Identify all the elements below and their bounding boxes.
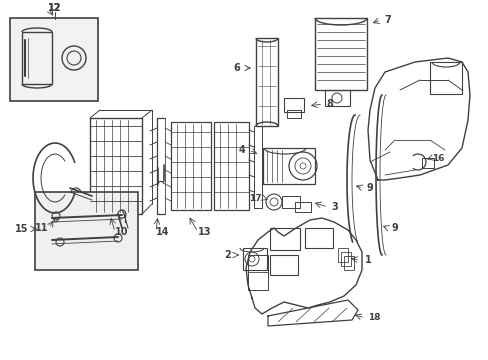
- Bar: [305, 228, 332, 248]
- Bar: [269, 228, 299, 250]
- Text: 17: 17: [248, 194, 261, 202]
- Bar: [340, 252, 350, 266]
- Text: 10: 10: [115, 227, 128, 237]
- Text: 4: 4: [238, 145, 245, 155]
- Bar: [286, 110, 301, 118]
- Bar: [343, 256, 353, 270]
- Text: 14: 14: [156, 227, 169, 237]
- Text: 16: 16: [431, 153, 443, 162]
- Bar: [214, 122, 248, 210]
- Text: 3: 3: [331, 202, 338, 212]
- Text: 11: 11: [35, 223, 49, 233]
- Text: 12: 12: [48, 3, 61, 13]
- Text: 9: 9: [391, 223, 398, 233]
- Bar: [421, 158, 433, 168]
- Bar: [90, 118, 142, 214]
- Bar: [294, 202, 310, 212]
- Text: 15: 15: [15, 224, 29, 234]
- Bar: [171, 122, 210, 210]
- Bar: [325, 90, 349, 106]
- Text: 7: 7: [384, 15, 390, 25]
- Bar: [247, 255, 267, 290]
- Bar: [22, 32, 52, 84]
- Bar: [284, 98, 304, 112]
- Text: 12: 12: [48, 3, 61, 13]
- Bar: [10, 18, 98, 101]
- Bar: [253, 126, 262, 208]
- Text: 1: 1: [364, 255, 370, 265]
- Bar: [263, 148, 314, 184]
- Bar: [282, 196, 299, 208]
- Text: 6: 6: [233, 63, 240, 73]
- Bar: [269, 255, 297, 275]
- Text: 2: 2: [224, 250, 231, 260]
- Text: 13: 13: [198, 227, 211, 237]
- Text: 8: 8: [326, 99, 333, 109]
- Bar: [243, 248, 266, 270]
- Bar: [35, 192, 138, 270]
- Text: 18: 18: [367, 314, 380, 323]
- Bar: [256, 38, 278, 126]
- Bar: [337, 248, 347, 262]
- Bar: [314, 18, 366, 90]
- Bar: [429, 62, 461, 94]
- Text: 9: 9: [366, 183, 373, 193]
